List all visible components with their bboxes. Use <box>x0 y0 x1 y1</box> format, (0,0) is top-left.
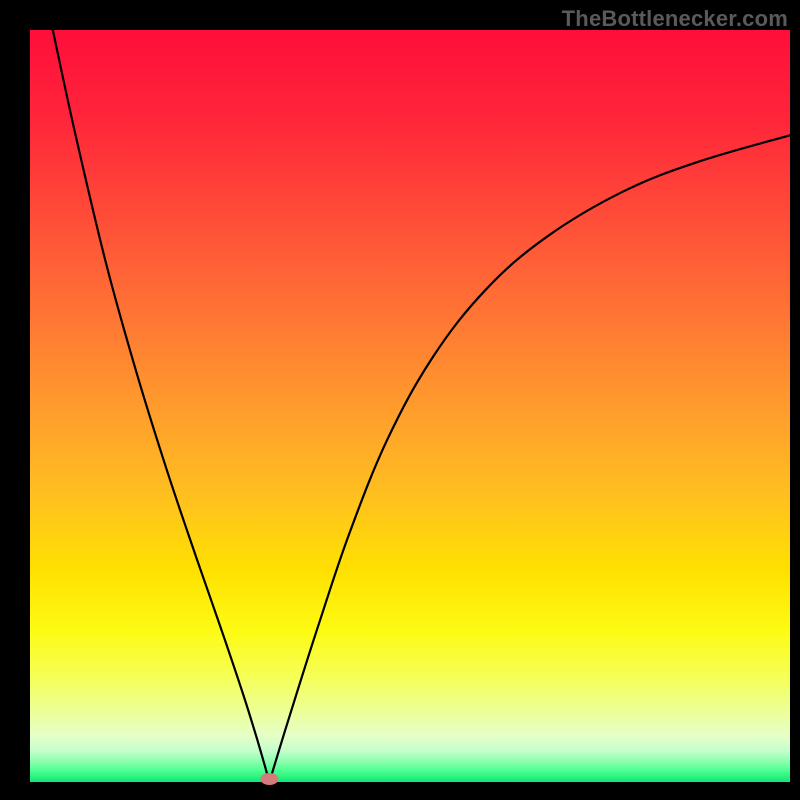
chart-svg <box>0 0 800 800</box>
watermark-text: TheBottlenecker.com <box>562 6 788 31</box>
min-marker <box>260 773 278 785</box>
chart-background <box>30 30 790 782</box>
watermark: TheBottlenecker.com <box>562 6 788 32</box>
bottleneck-chart <box>0 0 800 800</box>
